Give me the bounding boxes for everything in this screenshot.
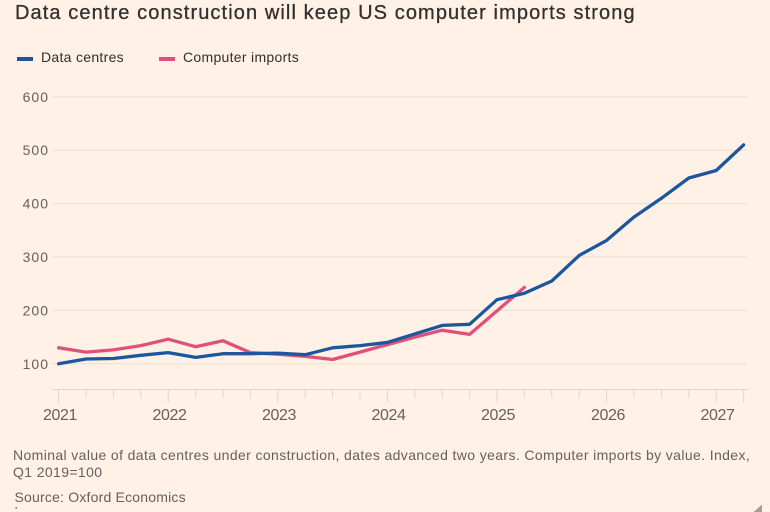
svg-text:200: 200	[23, 302, 49, 318]
svg-text:2025: 2025	[481, 407, 515, 424]
svg-text:2022: 2022	[153, 407, 187, 424]
svg-text:500: 500	[23, 142, 49, 158]
svg-text:300: 300	[23, 249, 49, 265]
svg-text:2026: 2026	[591, 407, 625, 424]
svg-text:2027: 2027	[701, 407, 735, 424]
svg-text:400: 400	[23, 196, 49, 212]
svg-text:2024: 2024	[372, 407, 406, 424]
svg-text:2023: 2023	[262, 407, 296, 424]
svg-text:600: 600	[23, 89, 49, 105]
svg-text:2021: 2021	[43, 407, 77, 424]
svg-text:100: 100	[23, 356, 49, 372]
